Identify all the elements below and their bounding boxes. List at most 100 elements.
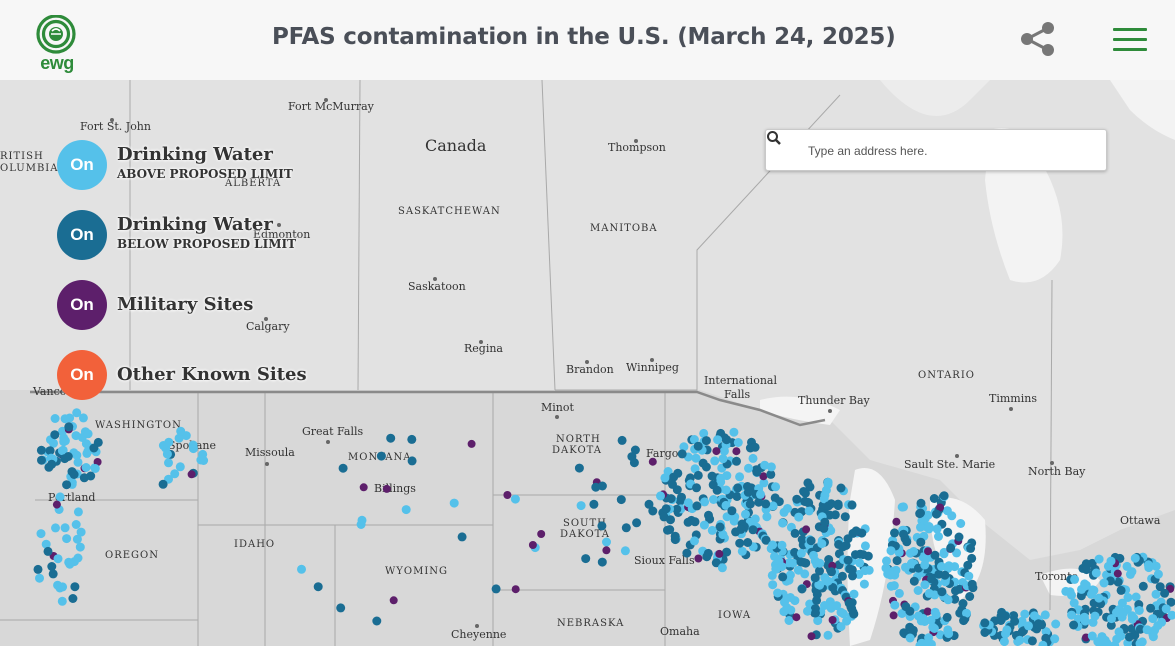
hamburger-menu-button[interactable] — [1113, 28, 1147, 52]
site-point[interactable] — [842, 616, 852, 626]
site-point[interactable] — [389, 596, 398, 605]
site-point[interactable] — [1142, 625, 1152, 635]
site-point[interactable] — [71, 520, 81, 529]
site-point[interactable] — [913, 586, 923, 595]
site-point[interactable] — [727, 506, 737, 516]
site-point[interactable] — [814, 580, 824, 590]
site-point[interactable] — [1151, 561, 1161, 571]
site-point[interactable] — [704, 510, 713, 520]
site-point[interactable] — [813, 616, 823, 626]
site-point[interactable] — [830, 510, 840, 520]
site-point[interactable] — [36, 529, 46, 539]
site-point[interactable] — [37, 455, 46, 465]
site-point[interactable] — [710, 456, 720, 466]
site-point[interactable] — [897, 609, 907, 618]
site-point[interactable] — [750, 514, 760, 524]
site-point[interactable] — [45, 446, 55, 456]
site-point[interactable] — [760, 460, 770, 470]
site-point[interactable] — [780, 597, 789, 607]
site-point[interactable] — [33, 564, 43, 574]
site-point[interactable] — [828, 583, 838, 592]
site-point[interactable] — [779, 607, 789, 617]
site-point[interactable] — [815, 558, 825, 568]
site-point[interactable] — [939, 491, 949, 501]
site-point[interactable] — [1134, 606, 1144, 615]
site-point[interactable] — [790, 547, 800, 557]
site-point[interactable] — [923, 510, 933, 520]
site-point[interactable] — [924, 522, 934, 531]
site-point[interactable] — [768, 501, 778, 511]
site-point[interactable] — [162, 449, 172, 459]
site-point[interactable] — [648, 457, 657, 466]
site-point[interactable] — [170, 469, 180, 479]
site-point[interactable] — [1041, 627, 1051, 637]
site-point[interactable] — [620, 546, 630, 556]
site-point[interactable] — [602, 546, 611, 555]
site-point[interactable] — [894, 548, 904, 558]
site-point[interactable] — [890, 600, 900, 610]
site-point[interactable] — [923, 607, 932, 616]
site-point[interactable] — [916, 508, 925, 518]
site-point[interactable] — [786, 605, 796, 615]
site-point[interactable] — [721, 500, 731, 510]
site-point[interactable] — [712, 447, 721, 456]
site-point[interactable] — [589, 499, 599, 509]
site-point[interactable] — [1155, 582, 1165, 592]
site-point[interactable] — [792, 613, 801, 622]
site-point[interactable] — [859, 579, 869, 589]
site-point[interactable] — [768, 540, 778, 550]
site-point[interactable] — [759, 478, 769, 488]
site-point[interactable] — [164, 458, 173, 468]
site-point[interactable] — [47, 562, 57, 571]
site-point[interactable] — [797, 584, 807, 594]
site-point[interactable] — [503, 491, 512, 499]
site-point[interactable] — [905, 606, 915, 616]
site-point[interactable] — [944, 629, 954, 639]
site-point[interactable] — [1130, 553, 1140, 563]
site-point[interactable] — [50, 414, 60, 423]
site-point[interactable] — [703, 548, 713, 558]
site-point[interactable] — [700, 497, 710, 507]
site-point[interactable] — [1017, 616, 1027, 626]
site-point[interactable] — [909, 576, 919, 586]
site-point[interactable] — [313, 582, 323, 592]
site-point[interactable] — [407, 456, 417, 466]
site-point[interactable] — [1113, 569, 1122, 578]
site-point[interactable] — [699, 428, 709, 438]
site-point[interactable] — [1146, 603, 1156, 613]
site-point[interactable] — [899, 628, 909, 638]
site-point[interactable] — [199, 456, 209, 465]
site-point[interactable] — [804, 506, 814, 516]
site-point[interactable] — [784, 558, 794, 568]
site-point[interactable] — [836, 483, 846, 493]
site-point[interactable] — [1113, 577, 1123, 587]
site-point[interactable] — [1067, 590, 1076, 600]
site-point[interactable] — [67, 467, 77, 477]
address-search-input[interactable] — [806, 138, 1090, 164]
site-point[interactable] — [616, 495, 626, 505]
site-point[interactable] — [958, 599, 968, 608]
site-point[interactable] — [656, 491, 665, 501]
site-point[interactable] — [836, 607, 846, 617]
site-point[interactable] — [693, 470, 703, 480]
site-point[interactable] — [930, 550, 940, 560]
site-point[interactable] — [1112, 608, 1121, 618]
site-point[interactable] — [359, 483, 368, 492]
site-point[interactable] — [713, 435, 723, 445]
site-point[interactable] — [661, 504, 671, 514]
site-point[interactable] — [754, 497, 764, 507]
site-point[interactable] — [837, 571, 847, 581]
map-canvas[interactable]: Canada SASKATCHEWAN MANITOBA ALBERTA ONT… — [0, 80, 1175, 646]
site-point[interactable] — [943, 527, 953, 537]
site-point[interactable] — [886, 570, 895, 580]
share-button[interactable] — [1019, 22, 1057, 56]
site-point[interactable] — [1110, 640, 1120, 646]
site-point[interactable] — [90, 464, 100, 473]
site-point[interactable] — [927, 574, 936, 584]
site-point[interactable] — [996, 616, 1006, 625]
site-point[interactable] — [43, 546, 53, 556]
site-point[interactable] — [759, 472, 768, 481]
site-point[interactable] — [1099, 578, 1109, 588]
toggle-on-button[interactable]: On — [57, 280, 107, 330]
site-point[interactable] — [827, 567, 836, 577]
